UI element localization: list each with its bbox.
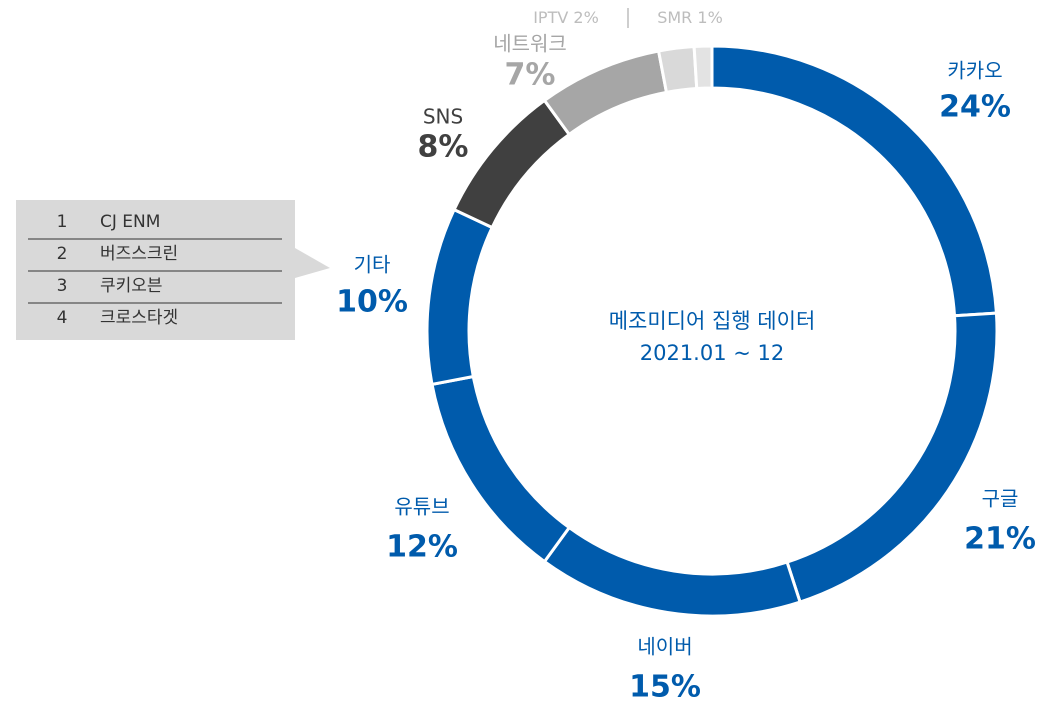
donut-segment [785, 311, 999, 604]
donut-segment [542, 525, 802, 618]
segment-value: 1% [697, 8, 722, 27]
segment-name: SNS [423, 105, 463, 129]
callout-name: 버즈스크린 [100, 244, 178, 264]
donut-segment [425, 207, 495, 387]
center-title: 메조미디어 집행 데이터 [609, 309, 816, 333]
segment-value: 15% [629, 670, 701, 704]
segment-name: 네트워크 [493, 32, 567, 56]
callout-name: 쿠키오븐 [100, 276, 163, 296]
segment-name: 유튜브 [394, 495, 449, 519]
donut-segment [452, 98, 572, 230]
donut-segment [692, 44, 714, 91]
segment-value: 8% [418, 130, 469, 165]
donut-segment [656, 44, 699, 95]
segment-value: 7% [505, 58, 556, 93]
segment-name: SMR [657, 8, 692, 27]
segment-value: 21% [964, 522, 1036, 557]
segment-name: 네이버 [637, 635, 692, 659]
callout-rank: 2 [57, 244, 68, 264]
small-segment-label: IPTV 2% [533, 8, 599, 27]
donut-segment [710, 44, 999, 318]
segment-name: 구글 [982, 487, 1019, 511]
segment-name: IPTV [533, 8, 568, 27]
callout-name: 크로스타겟 [100, 308, 178, 328]
callout-box [16, 200, 330, 340]
callout-rank: 3 [57, 276, 68, 296]
segment-value: 2% [573, 8, 598, 27]
segment-value: 12% [386, 530, 458, 565]
callout-rank: 1 [57, 212, 68, 232]
segment-value: 10% [336, 285, 408, 320]
callout-name: CJ ENM [100, 212, 160, 232]
donut-segment [542, 49, 669, 137]
callout-rank: 4 [57, 308, 68, 328]
small-segment-label: SMR 1% [657, 8, 723, 27]
segment-name: 기타 [354, 253, 391, 277]
center-subtitle: 2021.01 ~ 12 [640, 341, 785, 365]
segment-name: 카카오 [947, 59, 1002, 83]
segment-value: 24% [939, 90, 1011, 125]
